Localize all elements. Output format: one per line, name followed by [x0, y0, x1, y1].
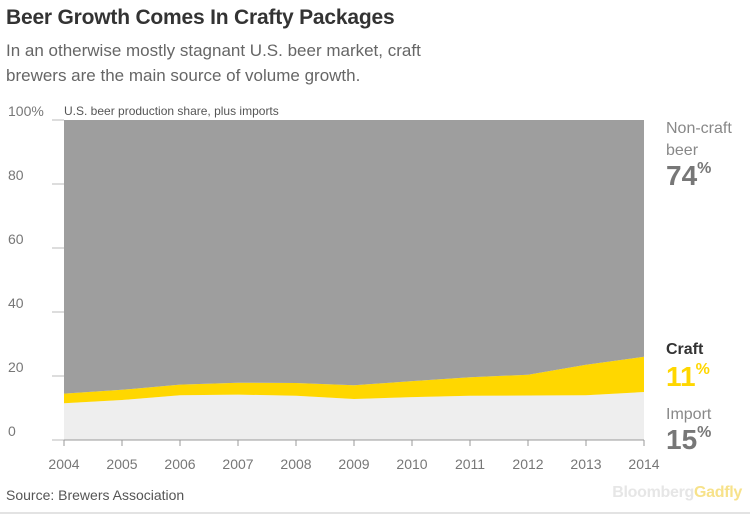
noncraft-label-line1: Non-craft — [666, 120, 732, 137]
x-tick-label: 2011 — [455, 456, 485, 472]
chart-title: Beer Growth Comes In Crafty Packages — [6, 6, 395, 29]
y-tick-label: 0 — [8, 423, 16, 439]
x-tick-label: 2008 — [280, 456, 311, 472]
y-tick-label: 40 — [8, 295, 24, 311]
craft-label: Craft — [666, 341, 704, 358]
area-import — [64, 392, 644, 440]
chart-note: U.S. beer production share, plus imports — [64, 104, 279, 118]
source-note: Source: Brewers Association — [6, 487, 185, 503]
y-tick-label: 100% — [8, 103, 44, 119]
y-axis: 100% 80 60 40 20 0 — [8, 103, 64, 441]
noncraft-label-line2: beer — [666, 142, 699, 159]
craft-value: 11% — [666, 361, 710, 392]
x-tick-label: 2006 — [164, 456, 195, 472]
brand-logo: BloombergGadfly — [612, 484, 742, 501]
x-tick-label: 2014 — [628, 456, 659, 472]
y-tick-label: 80 — [8, 167, 24, 183]
area-layer — [64, 120, 644, 440]
x-tick-label: 2013 — [570, 456, 601, 472]
area-non-craft-beer — [64, 120, 644, 394]
x-tick-label: 2004 — [48, 456, 79, 472]
noncraft-value: 74% — [666, 160, 711, 191]
x-tick-label: 2010 — [396, 456, 427, 472]
x-tick-label: 2012 — [512, 456, 543, 472]
area-craft — [64, 356, 644, 404]
bottom-rule — [0, 512, 750, 514]
import-label: Import — [666, 406, 712, 423]
import-value: 15% — [666, 424, 711, 455]
x-axis: 2004 2005 2006 2007 2008 2009 2010 2011 2012 2013… — [48, 439, 660, 472]
x-tick-label: 2005 — [106, 456, 137, 472]
y-tick-label: 60 — [8, 231, 24, 247]
y-tick-label: 20 — [8, 359, 24, 375]
x-tick-label: 2007 — [222, 456, 253, 472]
chart-subtitle: In an otherwise mostly stagnant U.S. bee… — [6, 41, 421, 85]
x-tick-label: 2009 — [338, 456, 369, 472]
